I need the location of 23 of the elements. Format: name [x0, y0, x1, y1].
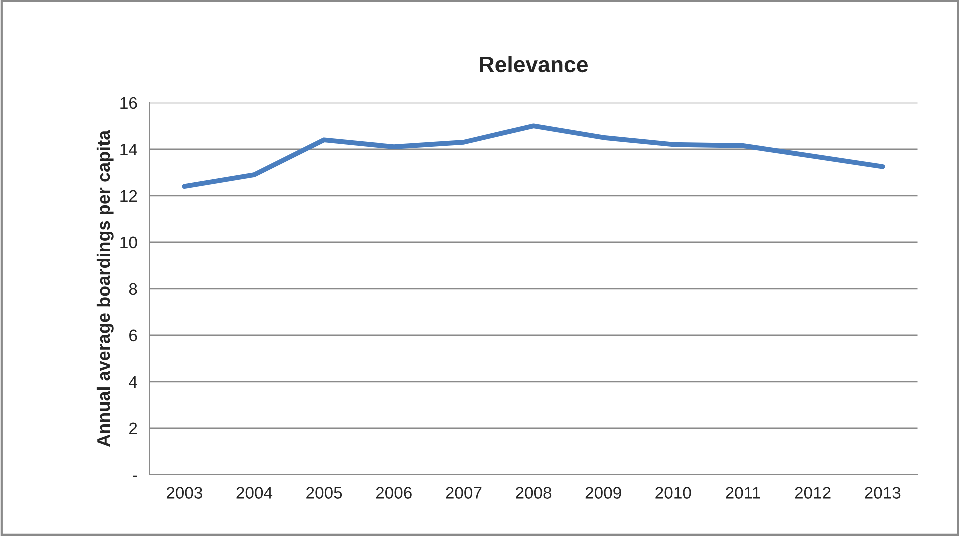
y-tick-label: 4	[129, 376, 138, 388]
y-axis-title: Annual average boardings per capita	[96, 130, 114, 447]
x-tick-label: 2010	[656, 487, 692, 499]
y-tick-label: 14	[120, 144, 138, 156]
y-tick-label: -	[133, 476, 138, 478]
x-tick-label: 2003	[166, 487, 202, 499]
x-tick-label: 2005	[306, 487, 342, 499]
x-tick-label: 2006	[376, 487, 412, 499]
x-tick-label: 2011	[726, 487, 760, 499]
x-tick-label: 2004	[236, 487, 273, 499]
x-tick-label: 2009	[586, 487, 622, 499]
x-tick-label: 2008	[516, 487, 552, 499]
x-tick-label: 2007	[446, 487, 482, 499]
y-tick-label: 2	[130, 422, 138, 434]
y-tick-label: 8	[129, 283, 138, 296]
line-series	[182, 124, 886, 190]
y-tick-label: 6	[130, 330, 138, 342]
chart-title: Relevance	[480, 56, 588, 73]
y-tick-label: 12	[120, 190, 138, 202]
x-tick-label: 2012	[795, 487, 831, 499]
x-tick-label: 2013	[865, 487, 901, 499]
y-tick-label: 10	[120, 236, 138, 249]
y-tick-label: 16	[120, 97, 138, 110]
